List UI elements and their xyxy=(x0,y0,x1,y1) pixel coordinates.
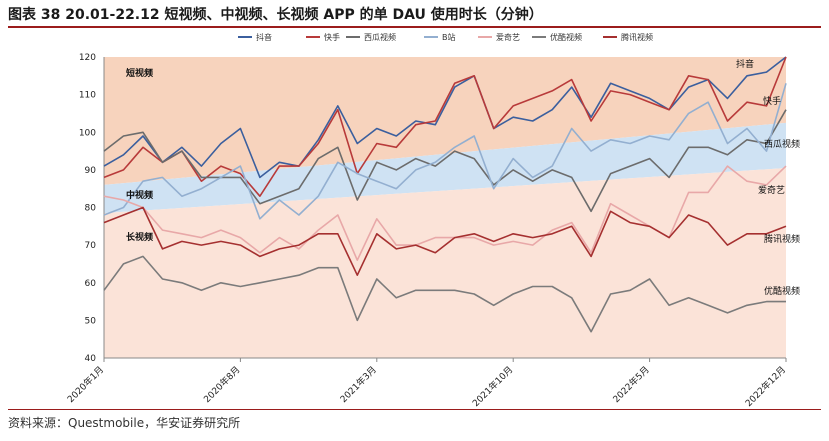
series-line xyxy=(103,83,787,220)
y-tick-label: 70 xyxy=(85,241,97,251)
legend-label: 西瓜视频 xyxy=(364,32,396,42)
band-annotation: 短视频 xyxy=(126,67,153,79)
x-tick-label: 2021年3月 xyxy=(337,364,378,405)
series-line xyxy=(103,56,787,179)
x-tick-label: 2021年10月 xyxy=(470,364,516,410)
series-line xyxy=(103,56,787,197)
series-line xyxy=(103,109,787,213)
band-long-video xyxy=(104,167,786,358)
x-tick-label: 2020年1月 xyxy=(65,364,106,405)
x-tick-label: 2020年8月 xyxy=(201,364,242,405)
legend-label: 优酷视频 xyxy=(550,32,582,42)
series-end-label: 西瓜视频 xyxy=(764,138,800,150)
series-lines xyxy=(103,56,787,333)
y-tick-label: 90 xyxy=(85,166,97,176)
y-tick-label: 40 xyxy=(85,354,97,364)
band-short-video xyxy=(104,57,786,185)
series-line xyxy=(103,165,787,262)
series-line xyxy=(103,206,787,277)
y-tick-label: 100 xyxy=(79,128,96,138)
chart-legend: 抖音 快手 西瓜视频 B站 爱奇艺 优酷视频 腾讯视频 xyxy=(238,32,653,42)
band-mid-video xyxy=(104,122,786,214)
series-end-label: 爱奇艺 xyxy=(758,184,785,196)
figure-title: 图表 38 20.01-22.12 短视频、中视频、长视频 APP 的单 DAU… xyxy=(8,7,543,23)
x-tick-label: 2022年12月 xyxy=(743,364,789,410)
y-tick-label: 120 xyxy=(79,53,96,63)
y-tick-label: 60 xyxy=(85,279,97,289)
source-note: 资料来源：Questmobile，华安证券研究所 xyxy=(8,416,241,430)
legend-label: 腾讯视频 xyxy=(621,32,653,42)
series-end-label: 优酷视频 xyxy=(764,285,800,297)
series-end-label: 快手 xyxy=(763,95,781,107)
legend-label: 抖音 xyxy=(256,32,272,42)
y-tick-label: 50 xyxy=(85,316,97,326)
band-annotation: 长视频 xyxy=(126,231,153,243)
x-tick-label: 2022年5月 xyxy=(610,364,651,405)
series-end-label: 抖音 xyxy=(736,58,754,70)
source-divider xyxy=(8,409,821,410)
title-divider xyxy=(8,26,821,28)
y-tick-label: 80 xyxy=(85,204,97,214)
series-end-label: 腾讯视频 xyxy=(764,233,800,245)
series-line xyxy=(103,255,786,333)
legend-label: 快手 xyxy=(324,32,340,42)
band-annotation: 中视频 xyxy=(126,189,153,201)
legend-label: 爱奇艺 xyxy=(496,32,520,42)
legend-label: B站 xyxy=(442,32,456,42)
category-bands xyxy=(104,57,786,358)
y-tick-label: 110 xyxy=(79,91,96,101)
